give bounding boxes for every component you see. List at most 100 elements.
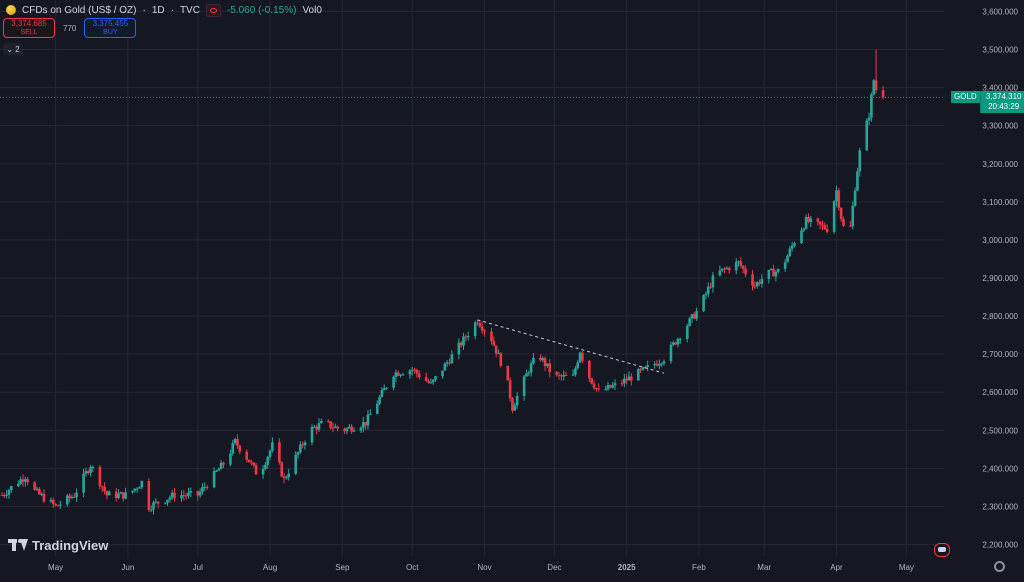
- buy-button[interactable]: 3,375.455 BUY: [84, 18, 137, 38]
- candle-body: [653, 363, 656, 366]
- candle-body: [313, 426, 316, 428]
- candle-body: [100, 486, 104, 488]
- candle-body: [399, 374, 402, 376]
- candle-body: [548, 363, 552, 373]
- us-flag-event-icon[interactable]: [934, 543, 950, 557]
- current-price-box: 3,374.310 20:43:29: [979, 91, 1024, 113]
- sell-button[interactable]: 3,374.685 SELL: [3, 18, 55, 38]
- candle-body: [40, 494, 43, 496]
- interval-label[interactable]: 1D: [151, 4, 165, 16]
- candle-body: [434, 376, 437, 380]
- candle-body: [147, 480, 151, 510]
- candle-body: [490, 331, 493, 342]
- candle-body: [466, 335, 470, 338]
- candle-body: [867, 117, 871, 121]
- candle-body: [303, 442, 307, 446]
- candle-body: [299, 444, 302, 453]
- candle-body: [98, 466, 102, 487]
- candle-body: [250, 462, 253, 464]
- candle-body: [0, 495, 4, 497]
- candle-body: [350, 426, 353, 432]
- candle-body: [394, 372, 398, 377]
- candle-body: [723, 268, 726, 270]
- candle-body: [832, 201, 836, 232]
- candle-body: [625, 378, 628, 381]
- candle-body: [392, 376, 395, 388]
- candle-body: [401, 374, 405, 376]
- candle-body: [236, 438, 239, 446]
- time-axis[interactable]: May Jun Jul Aug Sep Oct Nov Dec 2025 Feb Mar Apr May: [48, 563, 914, 572]
- symbol-title[interactable]: CFDs on Gold (US$ / OZ): [22, 4, 137, 16]
- candle-body: [231, 443, 235, 454]
- candle-body: [427, 381, 430, 383]
- candle-body: [154, 501, 158, 503]
- candle-body: [21, 479, 25, 482]
- gear-icon[interactable]: [994, 561, 1005, 572]
- candle-body: [49, 499, 53, 502]
- candle-body: [774, 271, 778, 277]
- candle-body: [75, 492, 78, 498]
- indicators-collapse-button[interactable]: ⌄ 2: [3, 43, 23, 55]
- candle-body: [737, 261, 740, 263]
- candle-body: [170, 492, 174, 498]
- spread-value: 770: [63, 23, 77, 33]
- candle-body: [140, 480, 144, 488]
- price-tick-label: 3,100.000: [982, 198, 1018, 207]
- candle-body: [378, 396, 381, 404]
- symbol-legend[interactable]: CFDs on Gold (US$ / OZ) · 1D · TVC -5.06…: [6, 3, 322, 17]
- candle-body: [450, 354, 454, 364]
- candle-body: [769, 268, 773, 270]
- candle-body: [639, 369, 642, 371]
- candle-body: [205, 486, 209, 488]
- trade-buttons: 3,374.685 SELL 770 3,375.455 BUY: [3, 18, 137, 38]
- time-tick-label: Oct: [406, 563, 419, 572]
- current-symbol: GOLD: [951, 91, 980, 103]
- time-tick-label: Sep: [335, 563, 350, 572]
- candle-body: [182, 495, 186, 497]
- candle-body: [361, 422, 365, 428]
- candle-body: [704, 293, 708, 296]
- candle-body: [375, 403, 379, 414]
- candle-body: [786, 255, 789, 263]
- candle-body: [606, 385, 610, 390]
- trendline[interactable]: [477, 319, 665, 374]
- candle-body: [33, 482, 36, 490]
- candle-body: [541, 358, 545, 361]
- candle-body: [478, 323, 482, 327]
- visibility-eye-icon[interactable]: [205, 3, 221, 17]
- candle-body: [219, 462, 223, 470]
- candle-body: [511, 398, 514, 411]
- candle-body: [595, 388, 598, 390]
- candle-body: [135, 488, 139, 490]
- candle-body: [856, 171, 859, 191]
- price-axis[interactable]: 2,200.000 2,300.000 2,400.000 2,500.000 2,60…: [982, 7, 1018, 549]
- buy-price: 3,375.455: [92, 19, 129, 28]
- candle-body: [637, 369, 640, 381]
- candle-body: [823, 225, 827, 229]
- candle-body: [133, 488, 137, 491]
- candle-body: [685, 325, 689, 339]
- candle-body: [546, 363, 549, 367]
- candle-body: [196, 490, 200, 496]
- tradingview-logo[interactable]: TradingView: [8, 537, 108, 553]
- candle-body: [410, 369, 414, 371]
- candle-body: [327, 420, 330, 422]
- candle-body: [247, 459, 251, 463]
- price-change: -5.060 (-0.15%): [226, 4, 297, 16]
- candle-body: [751, 274, 754, 286]
- candle-body: [874, 80, 878, 91]
- candle-body: [408, 370, 412, 375]
- candle-body: [431, 379, 435, 383]
- candle-body: [424, 377, 428, 382]
- candle-body: [613, 383, 617, 386]
- candle-body: [739, 261, 743, 266]
- candle-body: [627, 376, 631, 381]
- candle-body: [706, 286, 710, 294]
- candle-body: [58, 504, 62, 506]
- candle-body: [352, 430, 356, 432]
- candle-body: [525, 373, 528, 377]
- legend-separator: ·: [170, 4, 174, 16]
